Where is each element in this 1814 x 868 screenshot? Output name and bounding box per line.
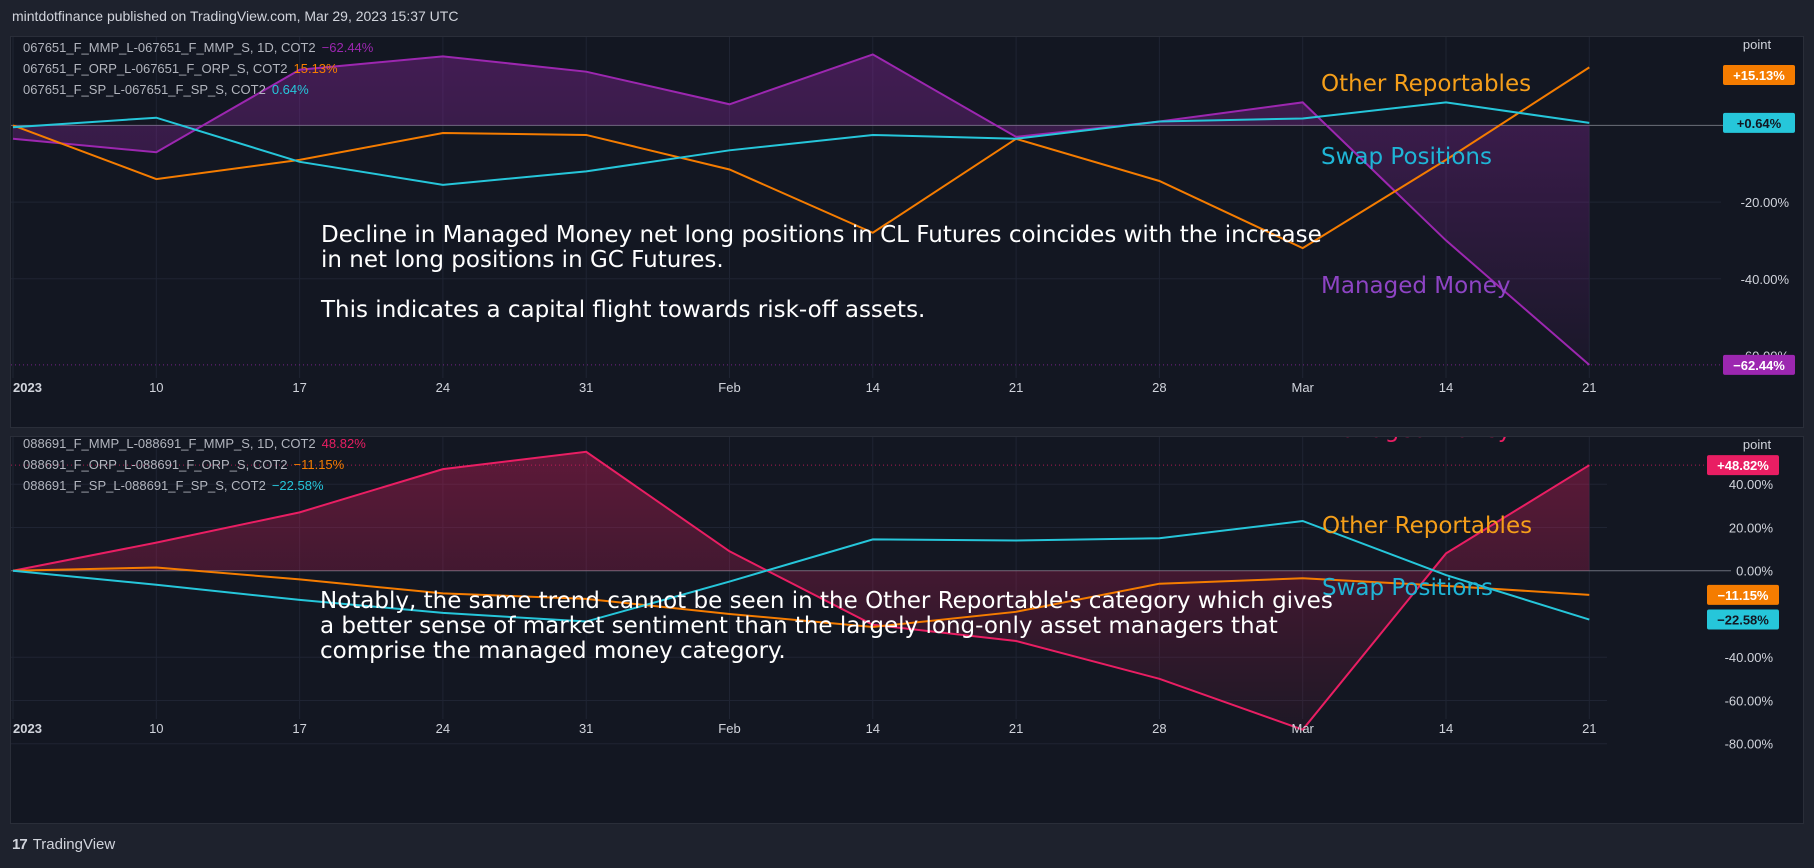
value-badge-text: +0.64% (1737, 116, 1782, 131)
x-tick-label: 21 (1009, 721, 1023, 736)
tradingview-logo-icon: 17 (12, 836, 28, 853)
legend-series-name: 088691_F_SP_L-088691_F_SP_S, COT2 (23, 478, 266, 493)
legend-row[interactable]: 088691_F_ORP_L-088691_F_ORP_S, COT2 −11.1… (23, 454, 366, 475)
legend-series-name: 067651_F_SP_L-067651_F_SP_S, COT2 (23, 82, 266, 97)
value-badge: −11.15% (1707, 584, 1779, 605)
legend-series-value: −11.15% (293, 457, 345, 472)
value-badge-text: +48.82% (1717, 458, 1769, 473)
legend-row[interactable]: 088691_F_MMP_L-088691_F_MMP_S, 1D, COT2 4… (23, 433, 366, 454)
value-badge: +48.82% (1707, 455, 1779, 476)
publisher-header: mintdotfinance published on TradingView.… (12, 8, 459, 24)
x-tick-label: 14 (1439, 380, 1453, 395)
series-line-2 (12, 101, 1590, 186)
x-tick-label: 10 (149, 380, 163, 395)
bottom-chart-legend: 088691_F_MMP_L-088691_F_MMP_S, 1D, COT2 4… (23, 433, 366, 496)
series-line-0 (12, 450, 1590, 731)
y-tick-label: -40.00% (1741, 272, 1790, 287)
x-tick-label: 21 (1582, 380, 1596, 395)
legend-series-value: 0.64% (271, 82, 309, 97)
legend-series-value: 48.82% (321, 436, 366, 451)
x-tick-label: 21 (1009, 380, 1023, 395)
y-tick-label: 40.00% (1729, 477, 1774, 492)
series-name-label: Swap Positions (1321, 144, 1492, 170)
series-line-0 (12, 53, 1590, 366)
legend-row[interactable]: 067651_F_SP_L-067651_F_SP_S, COT2 0.64% (23, 79, 373, 100)
x-tick-label: Feb (718, 380, 740, 395)
x-tick-label: 14 (1439, 721, 1453, 736)
x-tick-label: 17 (292, 380, 306, 395)
x-tick-label: 31 (579, 721, 593, 736)
top-chart-annotation: Decline in Managed Money net long positi… (321, 222, 1322, 323)
x-tick-label: Mar (1292, 721, 1315, 736)
x-tick-label: 10 (149, 721, 163, 736)
legend-series-name: 067651_F_ORP_L-067651_F_ORP_S, COT2 (23, 61, 288, 76)
legend-series-value: 15.13% (293, 61, 338, 76)
x-tick-label: 24 (436, 380, 450, 395)
legend-series-value: −22.58% (271, 478, 324, 493)
y-scale-label: point (1743, 37, 1772, 52)
series-name-label: Swap Positions (1322, 575, 1493, 601)
x-tick-label: Feb (718, 721, 740, 736)
tradingview-logo-text: TradingView (32, 836, 116, 853)
value-badge-text: −22.58% (1717, 613, 1769, 628)
legend-series-name: 067651_F_MMP_L-067651_F_MMP_S, 1D, COT2 (23, 40, 316, 55)
bottom-chart-annotation: Notably, the same trend cannot be seen i… (320, 588, 1333, 664)
series-name-label: Managed Money (1321, 273, 1511, 299)
legend-row[interactable]: 067651_F_MMP_L-067651_F_MMP_S, 1D, COT2−… (23, 37, 373, 58)
y-tick-label: 20.00% (1729, 520, 1774, 535)
managed-money-area (13, 451, 1590, 730)
x-tick-label: 17 (292, 721, 306, 736)
bottom-chart-panel[interactable]: 2023 10 17 24 31 Feb 14 21 28 Mar 14 21 point 40.00% 2… (10, 436, 1804, 824)
series-line-1 (12, 566, 1590, 628)
y-tick-label: -80.00% (1725, 737, 1774, 752)
value-badge: −22.58% (1707, 609, 1779, 630)
legend-series-name: 088691_F_ORP_L-088691_F_ORP_S, COT2 (23, 457, 288, 472)
legend-series-name: 088691_F_MMP_L-088691_F_MMP_S, 1D, COT2 (23, 436, 316, 451)
series-name-label: Other Reportables (1322, 513, 1532, 539)
legend-row[interactable]: 067651_F_ORP_L-067651_F_ORP_S, COT2 15.13… (23, 58, 373, 79)
value-badge: +15.13% (1723, 65, 1795, 85)
y-tick-label: -60.00% (1725, 693, 1774, 708)
x-tick-label: 21 (1582, 721, 1596, 736)
x-tick-label: 2023 (13, 721, 42, 736)
tradingview-footer[interactable]: 17 TradingView (12, 836, 115, 853)
x-tick-label: 14 (866, 721, 880, 736)
x-tick-label: 31 (579, 380, 593, 395)
x-tick-label: 2023 (13, 380, 42, 395)
x-tick-label: 28 (1152, 721, 1166, 736)
series-name-label: Other Reportables (1321, 71, 1531, 97)
y-tick-label: -20.00% (1741, 195, 1790, 210)
x-tick-label: 24 (436, 721, 450, 736)
legend-row[interactable]: 088691_F_SP_L-088691_F_SP_S, COT2 −22.58% (23, 475, 366, 496)
value-badge-text: −11.15% (1718, 588, 1769, 603)
x-tick-label: 14 (866, 380, 880, 395)
y-tick-label: -40.00% (1725, 650, 1774, 665)
value-badge-text: −62.44% (1733, 358, 1785, 373)
x-tick-label: Mar (1292, 380, 1315, 395)
managed-money-area (13, 54, 1590, 365)
bottom-chart-svg[interactable]: 2023 10 17 24 31 Feb 14 21 28 Mar 14 21 point 40.00% 2… (11, 437, 1803, 823)
legend-series-value: −62.44% (321, 40, 374, 55)
value-badge-text: +15.13% (1733, 68, 1785, 83)
value-badge: −62.44% (1723, 354, 1795, 375)
y-scale-label: point (1743, 437, 1772, 452)
series-line-1 (12, 66, 1590, 250)
top-chart-panel[interactable]: 2023 10 17 24 31 Feb 14 21 28 Mar 14 21 point -20.00%… (10, 36, 1804, 428)
x-tick-label: 28 (1152, 380, 1166, 395)
top-chart-legend: 067651_F_MMP_L-067651_F_MMP_S, 1D, COT2−… (23, 37, 373, 100)
y-tick-label: 0.00% (1736, 564, 1773, 579)
top-chart-svg[interactable]: 2023 10 17 24 31 Feb 14 21 28 Mar 14 21 point -20.00%… (11, 37, 1803, 427)
series-line-2 (12, 519, 1590, 623)
series-name-label: Managed Money (1322, 437, 1512, 443)
value-badge: +0.64% (1723, 112, 1795, 133)
